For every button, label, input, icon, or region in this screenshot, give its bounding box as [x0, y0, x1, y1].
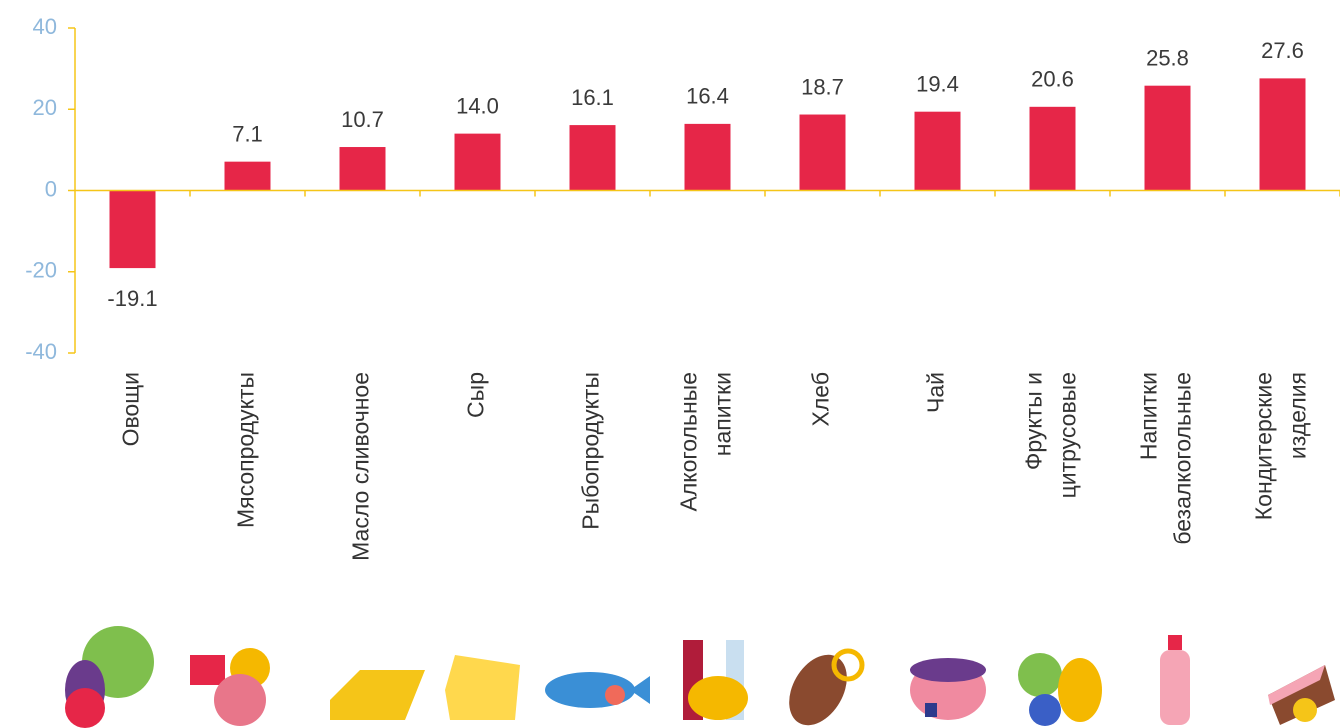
bar: [1144, 85, 1191, 191]
x-tick-label: Рыбопродукты: [578, 372, 604, 530]
bar: [224, 161, 271, 191]
value-label: -19.1: [107, 286, 157, 311]
value-label: 27.6: [1261, 38, 1304, 63]
value-label: 19.4: [916, 72, 959, 97]
value-label: 25.8: [1146, 46, 1189, 71]
value-label: 16.1: [571, 85, 614, 110]
y-tick-label: 20: [33, 95, 57, 120]
value-label: 18.7: [801, 74, 844, 99]
x-tick-label: Мясопродукты: [233, 372, 259, 528]
bar: [1259, 78, 1306, 191]
x-tick-label: Чай: [923, 372, 949, 413]
x-tick-label: Алкогольные напитки: [676, 372, 736, 511]
value-label: 14.0: [456, 93, 499, 118]
bar: [799, 114, 846, 191]
y-tick-label: -20: [25, 258, 57, 283]
value-label: 7.1: [232, 121, 263, 146]
x-tick-label: Сыр: [463, 372, 489, 418]
y-tick-label: 40: [33, 14, 57, 39]
x-tick-label: Хлеб: [808, 372, 834, 426]
bar: [454, 133, 501, 191]
bar: [109, 190, 156, 269]
x-tick-label: Напитки безалкогольные: [1136, 372, 1196, 545]
x-tick-label: Кондитерские изделия: [1251, 372, 1311, 520]
bar: [569, 125, 616, 191]
bar: [339, 147, 386, 191]
value-label: 20.6: [1031, 67, 1074, 92]
x-tick-label: Фрукты и цитрусовые: [1021, 372, 1081, 498]
x-tick-label: Овощи: [118, 372, 144, 446]
y-tick-label: 0: [45, 176, 57, 201]
y-tick-label: -40: [25, 339, 57, 364]
x-tick-label: Масло сливочное: [348, 372, 374, 561]
bar: [914, 111, 961, 191]
icons: [65, 626, 1335, 728]
value-label: 16.4: [686, 84, 729, 109]
value-label: 10.7: [341, 107, 384, 132]
bar: [1029, 106, 1076, 191]
bar: [684, 123, 731, 191]
